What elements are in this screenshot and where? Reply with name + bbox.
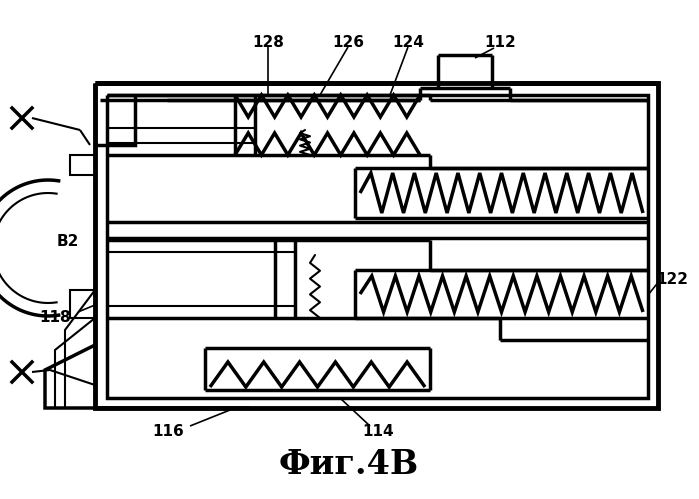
- Text: 126: 126: [332, 34, 364, 49]
- Text: B2: B2: [57, 235, 79, 250]
- Text: 128: 128: [252, 34, 284, 49]
- Text: 116: 116: [152, 425, 184, 440]
- Text: 112: 112: [484, 34, 516, 49]
- Text: 122: 122: [656, 272, 688, 287]
- Text: 124: 124: [392, 34, 424, 49]
- Text: Фиг.4В: Фиг.4В: [279, 449, 419, 482]
- Text: 118: 118: [39, 310, 71, 325]
- Text: 114: 114: [362, 425, 394, 440]
